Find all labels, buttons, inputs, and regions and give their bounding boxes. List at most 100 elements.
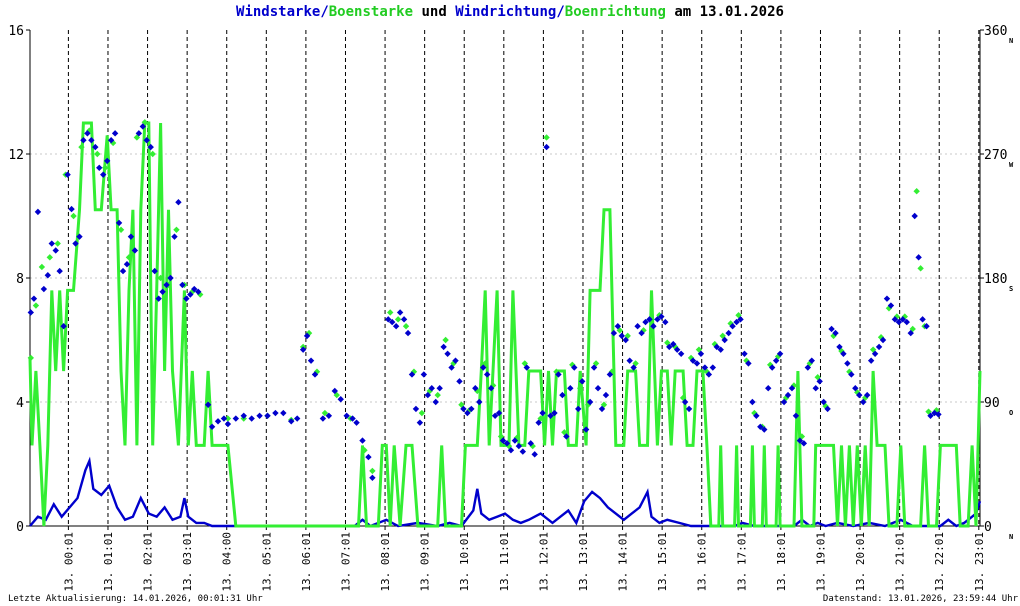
point-windrichtung [871, 350, 879, 357]
x-tick-label: 13. 11:01 [498, 532, 511, 592]
x-tick-label: 13. 04:00 [221, 532, 234, 592]
point-windrichtung [135, 130, 143, 137]
point-windrichtung [816, 378, 823, 385]
point-windrichtung [804, 364, 812, 371]
point-windrichtung [171, 233, 178, 240]
point-windrichtung [143, 137, 150, 144]
point-windrichtung [452, 357, 459, 364]
point-windrichtung [535, 419, 542, 426]
x-tick-label: 13. 10:01 [458, 532, 471, 592]
point-windrichtung [432, 398, 439, 406]
point-windrichtung [551, 409, 558, 417]
point-windrichtung [311, 371, 319, 378]
point-windrichtung [626, 357, 633, 364]
point-windrichtung [765, 385, 772, 392]
point-boenrichtung [94, 150, 101, 158]
point-windrichtung [689, 357, 697, 364]
x-tick-label: 13. 23:01 [973, 532, 986, 592]
point-boenrichtung [543, 134, 550, 141]
point-windrichtung [848, 371, 855, 378]
point-windrichtung [784, 391, 792, 399]
point-windrichtung [658, 313, 665, 320]
y-left-tick-label: 12 [8, 148, 24, 163]
point-windrichtung [408, 371, 416, 378]
point-windrichtung [879, 336, 887, 344]
title-windrichtung: Windrichtung [455, 4, 557, 20]
point-boenrichtung [814, 374, 821, 381]
point-windrichtung [832, 329, 839, 337]
point-windrichtung [293, 415, 301, 422]
point-windrichtung [642, 318, 649, 326]
point-windrichtung [646, 316, 653, 323]
point-windrichtung [654, 316, 661, 323]
point-windrichtung [753, 412, 760, 419]
point-boenrichtung [157, 274, 164, 282]
point-windrichtung [903, 318, 910, 326]
point-boenrichtung [592, 360, 600, 367]
point-windrichtung [741, 350, 748, 357]
point-boenrichtung [640, 327, 647, 334]
point-windrichtung [175, 199, 182, 206]
point-windrichtung [836, 343, 843, 351]
point-windrichtung [491, 412, 499, 419]
point-windrichtung [40, 285, 48, 293]
point-windrichtung [214, 418, 222, 425]
point-windrichtung [927, 412, 934, 419]
point-windrichtung [472, 385, 479, 392]
point-windrichtung [701, 364, 709, 371]
point-boenrichtung [553, 368, 560, 375]
point-windrichtung [523, 364, 530, 371]
point-windrichtung [650, 323, 657, 330]
point-windrichtung [353, 419, 360, 426]
x-tick-label: 13. 19:01 [814, 532, 827, 592]
point-windrichtung [515, 442, 523, 450]
point-windrichtung [444, 350, 451, 357]
point-windrichtung [697, 350, 705, 357]
point-windrichtung [30, 295, 38, 302]
point-windrichtung [288, 418, 295, 425]
point-windrichtung [34, 208, 42, 216]
x-tick-label: 13. 18:01 [775, 532, 788, 592]
point-windrichtung [670, 340, 677, 348]
point-windrichtung [575, 405, 582, 413]
x-tick-label: 13. 22:01 [933, 532, 946, 592]
point-boenrichtung [743, 357, 750, 364]
point-windrichtung [567, 385, 574, 392]
point-windrichtung [824, 405, 831, 413]
point-windrichtung [436, 385, 443, 392]
point-windrichtung [693, 360, 701, 367]
x-tick-label: 13. 09:01 [419, 532, 432, 592]
point-windrichtung [539, 409, 546, 417]
footer-last-update: Letzte Aktualisierung: 14.01.2026, 00:01… [8, 594, 263, 604]
point-windrichtung [107, 137, 115, 144]
point-windrichtung [64, 171, 71, 178]
point-windrichtung [76, 233, 83, 240]
y-right-compass-label: N [1009, 533, 1013, 541]
point-windrichtung [503, 440, 511, 447]
point-windrichtung [385, 316, 392, 323]
chart-title: Windstarke/Boenstarke und Windrichtung/B… [0, 4, 1020, 20]
point-windrichtung [187, 291, 194, 298]
point-windrichtung [800, 440, 808, 447]
point-windrichtung [123, 261, 131, 268]
point-windrichtung [725, 329, 732, 337]
point-windrichtung [256, 412, 263, 419]
point-windrichtung [60, 323, 67, 330]
point-windrichtung [772, 357, 780, 364]
point-boenrichtung [224, 415, 232, 422]
point-windrichtung [80, 137, 87, 144]
point-windrichtung [131, 247, 139, 254]
point-boenrichtung [387, 309, 394, 316]
point-boenrichtung [901, 313, 908, 320]
point-boenrichtung [361, 447, 368, 454]
point-windrichtung [147, 143, 154, 151]
point-windrichtung [343, 412, 350, 419]
point-windrichtung [92, 143, 99, 151]
point-windrichtung [638, 329, 645, 337]
point-windrichtung [709, 364, 717, 371]
point-windrichtung [614, 323, 622, 330]
point-boenrichtung [27, 354, 34, 362]
point-windrichtung [331, 387, 338, 395]
point-windrichtung [476, 398, 483, 406]
point-windrichtung [27, 309, 34, 316]
